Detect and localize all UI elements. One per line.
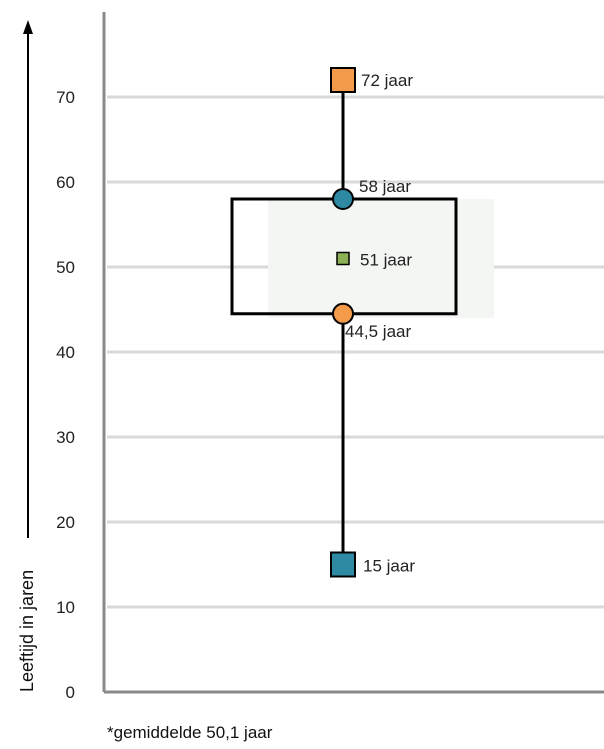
max-marker xyxy=(330,67,356,93)
y-tick-label: 0 xyxy=(66,683,75,702)
y-tick-label: 50 xyxy=(56,258,75,277)
q3-marker xyxy=(332,188,354,210)
max-label: 72 jaar xyxy=(361,71,413,90)
y-tick-label: 20 xyxy=(56,513,75,532)
y-tick-labels: 0 10 20 30 40 50 60 70 xyxy=(56,88,75,702)
y-axis-title: Leeftijd in jaren xyxy=(17,570,37,692)
q3-label: 58 jaar xyxy=(359,177,411,196)
axes xyxy=(102,12,604,694)
y-axis-arrow-head xyxy=(23,20,33,34)
y-tick-label: 60 xyxy=(56,173,75,192)
min-label: 15 jaar xyxy=(363,557,415,576)
y-tick-label: 70 xyxy=(56,88,75,107)
footnote: *gemiddelde 50,1 jaar xyxy=(107,723,273,742)
y-tick-label: 10 xyxy=(56,598,75,617)
gridlines xyxy=(107,95,604,609)
median-label: 51 jaar xyxy=(360,251,412,270)
q1-marker xyxy=(332,302,354,325)
median-marker xyxy=(336,251,350,266)
min-marker xyxy=(330,551,356,578)
y-tick-label: 30 xyxy=(56,428,75,447)
q1-label: 44,5 jaar xyxy=(345,322,411,341)
y-tick-label: 40 xyxy=(56,343,75,362)
plot-area: 72 jaar 58 jaar 51 jaar 44,5 jaar 15 jaar xyxy=(230,67,494,578)
y-axis-title-group: Leeftijd in jaren xyxy=(17,20,37,692)
